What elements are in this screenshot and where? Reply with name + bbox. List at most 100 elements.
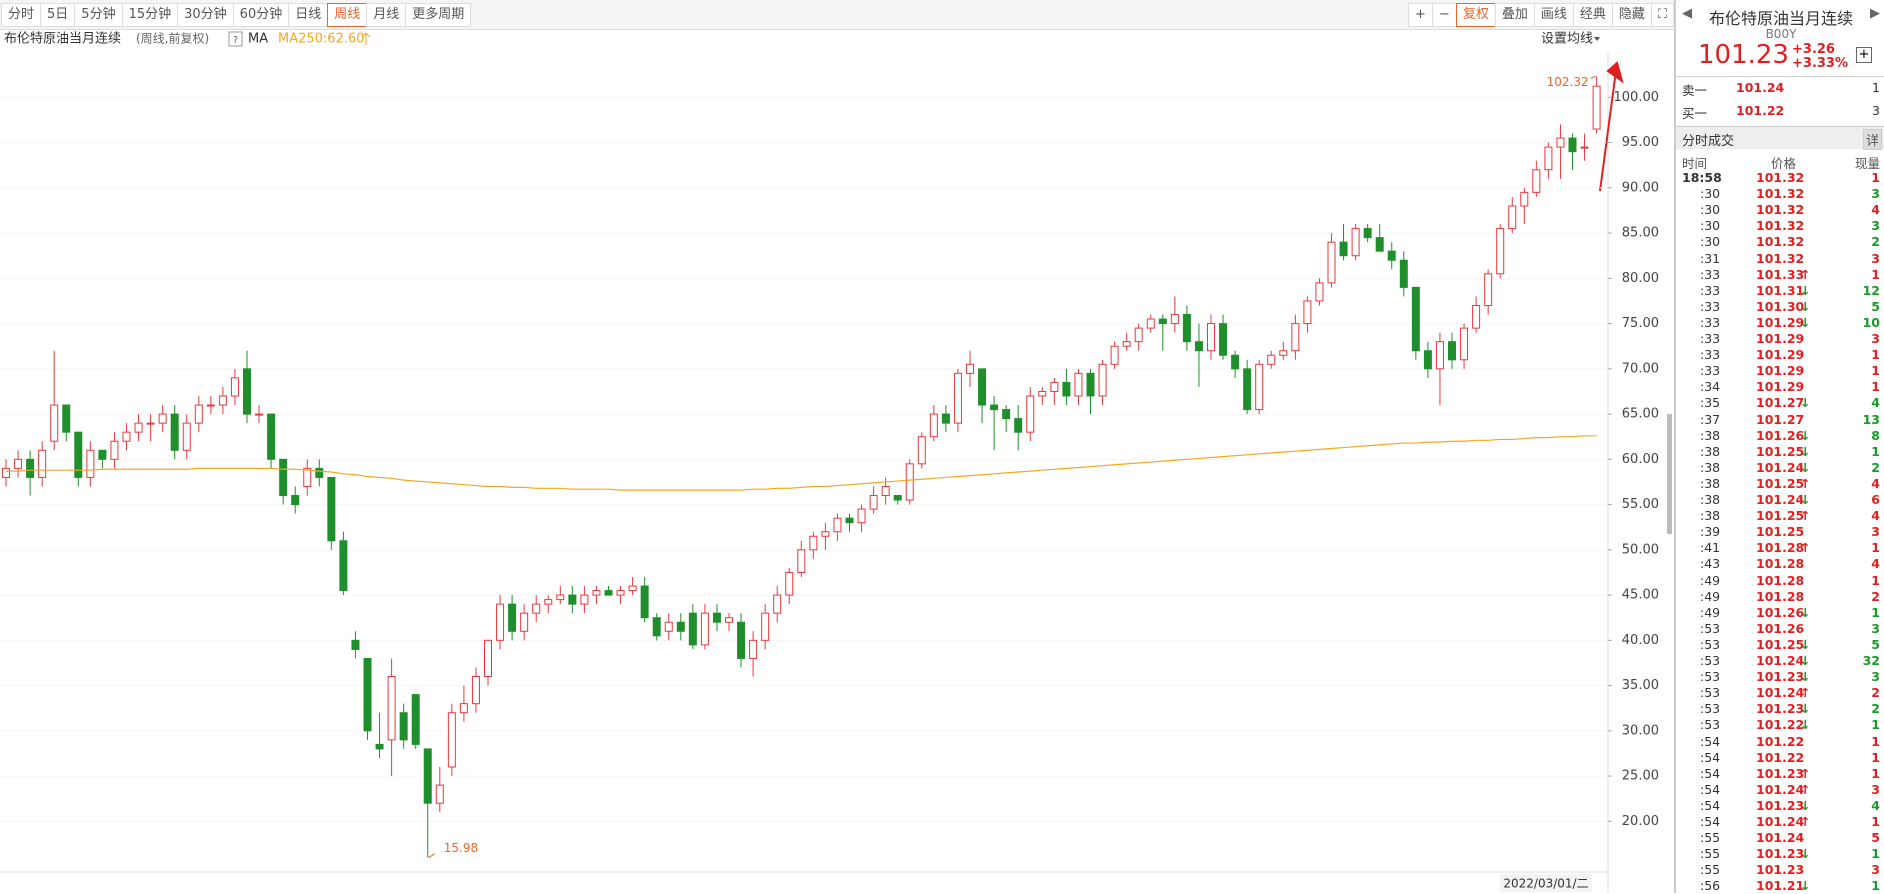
trade-volume: 6 bbox=[1871, 492, 1880, 507]
trade-row: :53 101.22 ↓ 1 bbox=[1676, 717, 1884, 733]
trade-row: :49 101.26 ↓ 1 bbox=[1676, 605, 1884, 621]
quote-panel: ◀ ▶ 布伦特原油当月连续 B00Y 101.23 +3.26 +3.33% +… bbox=[1674, 0, 1884, 893]
trade-volume: 1 bbox=[1871, 717, 1880, 733]
trade-volume: 3 bbox=[1871, 331, 1880, 346]
trade-arrow: ↑ bbox=[1800, 266, 1811, 282]
period-tab[interactable]: 5分钟 bbox=[74, 2, 123, 27]
y-tick-label: 30.00 bbox=[1622, 723, 1659, 738]
zoom-out[interactable]: − bbox=[1431, 3, 1457, 27]
candle-body bbox=[86, 449, 95, 478]
trade-volume: 4 bbox=[1871, 556, 1880, 572]
scrollbar[interactable] bbox=[1667, 414, 1672, 534]
tool-tab[interactable]: 复权 bbox=[1455, 3, 1496, 27]
candle-body bbox=[1544, 146, 1553, 171]
trade-price: 101.25 bbox=[1756, 508, 1805, 524]
period-tab[interactable]: 5日 bbox=[40, 2, 76, 27]
trade-time: :33 bbox=[1700, 282, 1721, 298]
candle-body bbox=[556, 594, 565, 601]
trade-time: :39 bbox=[1700, 524, 1721, 540]
prev-icon[interactable]: ◀ bbox=[1682, 6, 1692, 21]
trade-arrow: ↓ bbox=[1800, 443, 1811, 459]
trade-arrow: ↓ bbox=[1800, 717, 1811, 733]
zoom-in[interactable]: + bbox=[1408, 3, 1433, 27]
tool-tab[interactable]: 经典 bbox=[1572, 3, 1613, 27]
tool-tab[interactable]: 叠加 bbox=[1494, 3, 1535, 27]
trade-price: 101.25 bbox=[1756, 443, 1805, 459]
trade-volume: 2 bbox=[1871, 459, 1880, 475]
trade-row: :31 101.32 3 bbox=[1676, 251, 1884, 267]
candle-body bbox=[110, 440, 119, 460]
candle-body bbox=[1279, 350, 1288, 356]
trade-volume: 5 bbox=[1871, 636, 1880, 652]
period-tab[interactable]: 日线 bbox=[288, 2, 329, 27]
trade-row: :56 101.21 ↓ 1 bbox=[1676, 878, 1884, 894]
candle-body bbox=[1460, 327, 1469, 361]
trade-row: :30 101.32 3 bbox=[1676, 218, 1884, 234]
trade-row: :38 101.26 ↓ 8 bbox=[1676, 428, 1884, 444]
candle-body bbox=[50, 404, 59, 442]
candle-body bbox=[592, 590, 601, 596]
trade-time: :33 bbox=[1700, 314, 1721, 330]
trade-time: :53 bbox=[1700, 717, 1721, 733]
candle-body bbox=[423, 748, 432, 804]
col-time: 时间 bbox=[1682, 156, 1708, 171]
period-tab[interactable]: 周线 bbox=[327, 2, 368, 27]
candle-body bbox=[676, 621, 685, 632]
trade-volume: 1 bbox=[1871, 443, 1880, 459]
add-button[interactable]: + bbox=[1856, 47, 1872, 63]
fullscreen[interactable]: ⛶ bbox=[1650, 3, 1674, 27]
chart-title: 布伦特原油当月连续 bbox=[4, 31, 121, 47]
period-tab[interactable]: 60分钟 bbox=[232, 2, 290, 27]
ma-setting[interactable]: 设置均线 bbox=[1541, 32, 1593, 47]
trend-arrow bbox=[1599, 61, 1624, 192]
low-pointer bbox=[428, 853, 436, 859]
trade-arrow: ↓ bbox=[1800, 282, 1811, 298]
candle-body bbox=[544, 599, 553, 605]
period-tab[interactable]: 30分钟 bbox=[177, 2, 234, 27]
sell-vol: 1 bbox=[1872, 80, 1880, 95]
candle-body bbox=[459, 703, 468, 714]
tool-tab[interactable]: 隐藏 bbox=[1611, 3, 1652, 27]
trade-time: :49 bbox=[1700, 604, 1721, 620]
period-tab[interactable]: 15分钟 bbox=[121, 2, 179, 27]
trade-row: :54 101.23 ↑ 1 bbox=[1676, 766, 1884, 782]
candle-body bbox=[387, 676, 396, 741]
candle-body bbox=[1062, 381, 1071, 397]
tool-tabs: 复权 叠加 画线 经典 隐藏 bbox=[1455, 3, 1652, 27]
candle-body bbox=[990, 404, 999, 411]
candle-body bbox=[1038, 390, 1047, 397]
trade-volume: 13 bbox=[1862, 411, 1880, 427]
candle-body bbox=[1146, 318, 1155, 329]
trade-time: :54 bbox=[1700, 765, 1721, 781]
period-tab[interactable]: 分时 bbox=[1, 2, 42, 27]
period-tab[interactable]: 月线 bbox=[366, 2, 407, 27]
candle-body bbox=[2, 467, 10, 478]
trade-volume: 1 bbox=[1871, 379, 1880, 395]
candle-body bbox=[905, 463, 914, 501]
trade-price: 101.21 bbox=[1756, 878, 1805, 894]
candle-body bbox=[845, 517, 854, 524]
trade-volume: 3 bbox=[1871, 524, 1880, 540]
trade-row: :55 101.24 5 bbox=[1676, 830, 1884, 846]
trade-row: :33 101.29 3 bbox=[1676, 331, 1884, 347]
trades-detail[interactable]: 详 bbox=[1862, 129, 1882, 150]
candle-body bbox=[134, 422, 143, 433]
next-icon[interactable]: ▶ bbox=[1870, 6, 1880, 21]
plot: 20.00 25.00 30.00 35.00 40.00 45.00 50.00 55.00… bbox=[0, 75, 1659, 859]
trade-row: :38 101.25 ↑ 4 bbox=[1676, 508, 1884, 524]
sell-row: 卖一 101.24 1 bbox=[1676, 80, 1884, 98]
candle-body bbox=[1122, 341, 1131, 347]
candle-body bbox=[230, 377, 239, 397]
candle-body bbox=[471, 676, 480, 705]
trade-row: :30 101.32 4 bbox=[1676, 202, 1884, 218]
candle-body bbox=[869, 495, 878, 510]
trade-volume: 1 bbox=[1871, 363, 1880, 379]
trade-price: 101.29 bbox=[1756, 347, 1805, 363]
date-box bbox=[1500, 874, 1592, 892]
tool-tab[interactable]: 画线 bbox=[1533, 3, 1574, 27]
period-tab[interactable]: 更多周期 bbox=[405, 2, 472, 27]
trade-time: :54 bbox=[1700, 814, 1721, 829]
candle-body bbox=[1074, 372, 1083, 397]
candle-body bbox=[1496, 228, 1505, 275]
help-icon[interactable] bbox=[228, 31, 243, 47]
